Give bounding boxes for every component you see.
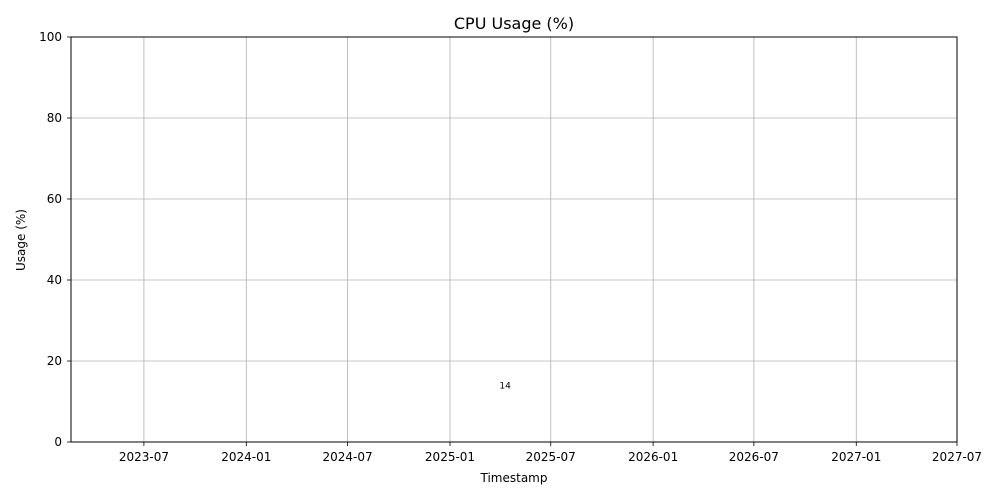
- x-tick-label: 2026-07: [729, 450, 779, 464]
- data-marks: 14: [499, 381, 511, 391]
- x-tick-label: 2025-07: [526, 450, 576, 464]
- x-tick-label: 2024-01: [221, 450, 271, 464]
- x-tick-label: 2023-07: [119, 450, 169, 464]
- data-label: 14: [499, 381, 511, 391]
- x-tick-label: 2025-01: [425, 450, 475, 464]
- x-tick-label: 2027-01: [831, 450, 881, 464]
- y-axis-title: Usage (%): [14, 209, 28, 271]
- y-tick-label: 20: [47, 354, 62, 368]
- y-tick-label: 60: [47, 192, 62, 206]
- axes: 2023-07 2024-01 2024-07 2025-01 2025-07 2026-…: [39, 30, 982, 464]
- x-axis-title: Timestamp: [480, 471, 548, 485]
- y-tick-label: 80: [47, 111, 62, 125]
- y-tick-label: 40: [47, 273, 62, 287]
- x-tick-label: 2024-07: [323, 450, 373, 464]
- grid: [71, 36, 958, 443]
- plot-frame: [70, 36, 958, 443]
- y-tick-label: 0: [54, 435, 62, 449]
- y-tick-label: 100: [39, 30, 62, 44]
- chart-title: CPU Usage (%): [454, 14, 574, 33]
- x-tick-label: 2026-01: [628, 450, 678, 464]
- x-tick-label: 2027-07: [932, 450, 982, 464]
